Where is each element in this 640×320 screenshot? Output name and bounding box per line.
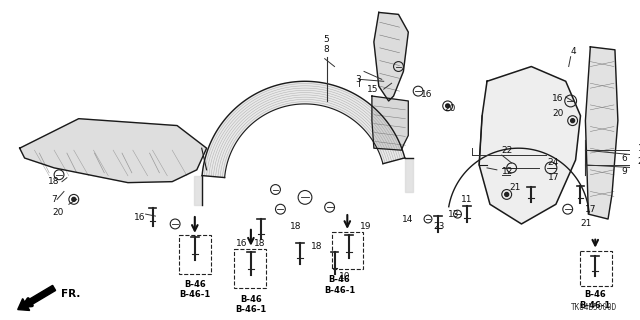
Text: 4: 4: [571, 47, 576, 56]
Text: 10: 10: [339, 272, 351, 281]
Circle shape: [571, 119, 575, 123]
Text: 20: 20: [552, 109, 564, 118]
Text: 5: 5: [324, 35, 330, 44]
Text: 16: 16: [552, 93, 564, 102]
Text: 18: 18: [254, 239, 266, 248]
Bar: [234, 249, 266, 288]
Polygon shape: [20, 119, 207, 183]
Text: 1: 1: [637, 144, 640, 153]
Text: 20: 20: [445, 104, 456, 113]
Text: 3: 3: [355, 75, 361, 84]
Text: 8: 8: [324, 45, 330, 54]
Polygon shape: [479, 67, 580, 224]
Bar: [332, 232, 363, 269]
Text: FR.: FR.: [61, 289, 81, 299]
Bar: [179, 235, 211, 274]
Text: 16: 16: [134, 212, 146, 221]
Text: 11: 11: [460, 195, 472, 204]
Text: 14: 14: [402, 214, 413, 224]
Text: B-46-1: B-46-1: [179, 290, 211, 299]
Text: 17: 17: [548, 173, 559, 182]
Polygon shape: [404, 158, 413, 192]
Text: 19: 19: [360, 222, 372, 231]
Text: 21: 21: [580, 220, 592, 228]
Circle shape: [72, 197, 76, 201]
Text: B-46: B-46: [328, 275, 350, 284]
Text: 23: 23: [433, 222, 444, 231]
Text: 16: 16: [236, 239, 248, 248]
Text: 20: 20: [52, 208, 64, 217]
Text: 18: 18: [47, 177, 59, 186]
Text: 6: 6: [622, 154, 628, 163]
Text: B-46: B-46: [184, 280, 205, 289]
FancyArrow shape: [18, 285, 56, 310]
Text: 21: 21: [509, 183, 521, 192]
Text: 12: 12: [502, 167, 513, 176]
Text: 17: 17: [586, 205, 597, 214]
Polygon shape: [194, 176, 202, 205]
Text: 18: 18: [291, 222, 301, 231]
Circle shape: [445, 104, 450, 108]
Text: 18: 18: [311, 242, 323, 251]
Text: 15: 15: [367, 85, 379, 94]
Bar: [580, 251, 612, 286]
Circle shape: [505, 192, 509, 196]
Text: 9: 9: [622, 167, 628, 176]
Text: TK84B5000D: TK84B5000D: [571, 302, 617, 311]
Text: 22: 22: [502, 146, 513, 155]
Polygon shape: [374, 12, 408, 101]
Text: B-46: B-46: [584, 290, 606, 299]
Text: 24: 24: [547, 158, 558, 167]
Text: 16: 16: [421, 90, 433, 99]
Text: 2: 2: [637, 157, 640, 166]
Text: B-46-1: B-46-1: [324, 286, 355, 295]
Text: 7: 7: [51, 195, 57, 204]
Text: B-46: B-46: [240, 295, 262, 304]
Text: 13: 13: [447, 210, 459, 219]
Polygon shape: [202, 81, 404, 178]
Text: B-46-1: B-46-1: [236, 305, 266, 314]
Text: B-46-1: B-46-1: [580, 301, 611, 310]
Polygon shape: [372, 96, 408, 150]
Polygon shape: [586, 47, 618, 219]
